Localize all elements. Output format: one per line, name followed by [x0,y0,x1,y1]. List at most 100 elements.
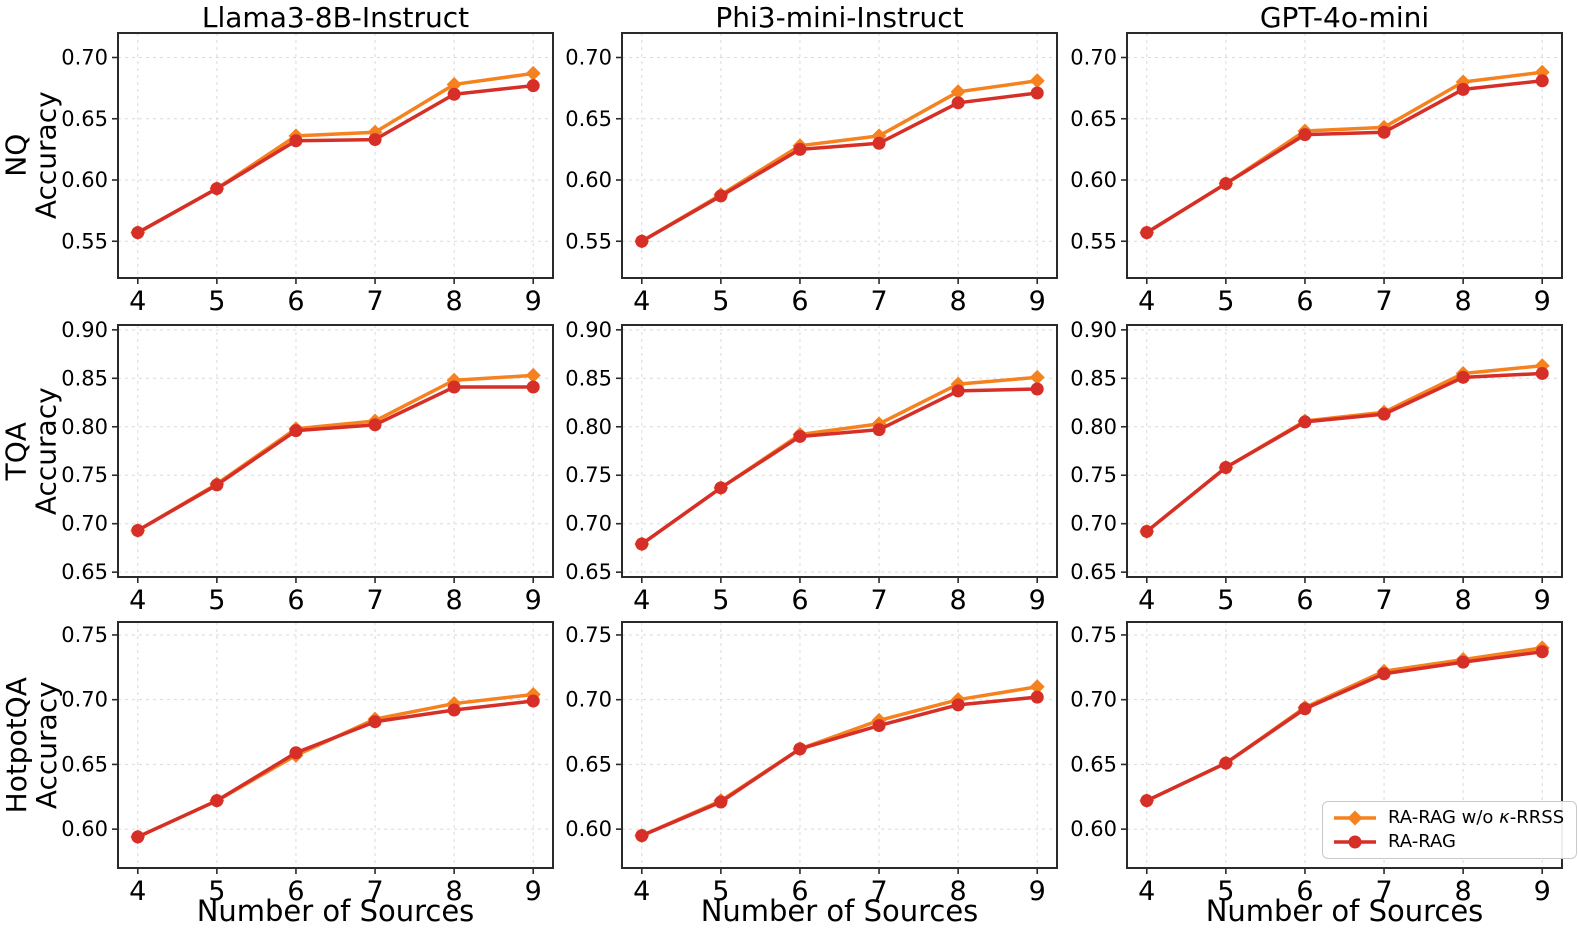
svg-text:7: 7 [870,585,887,616]
svg-text:0.75: 0.75 [565,623,612,647]
legend-item-rarag-wo-rrss: RA-RAG w/o κ-RRSS [1331,807,1564,828]
legend-swatch-circle [1334,835,1376,848]
svg-text:5: 5 [1217,585,1234,616]
svg-text:9: 9 [525,876,542,907]
svg-text:0.70: 0.70 [1070,512,1117,536]
svg-text:4: 4 [129,876,146,907]
svg-text:4: 4 [633,585,650,616]
svg-text:0.65: 0.65 [61,107,108,131]
svg-text:0.80: 0.80 [1070,415,1117,439]
legend-label-rarag-wo-rrss: RA-RAG w/o κ-RRSS [1388,807,1565,828]
svg-text:9: 9 [1534,286,1551,317]
svg-text:4: 4 [1138,286,1155,317]
svg-text:0.65: 0.65 [565,107,612,131]
legend-item-rarag: RA-RAG [1331,831,1564,852]
svg-text:0.90: 0.90 [565,318,612,342]
svg-text:0.70: 0.70 [565,46,612,70]
svg-text:0.65: 0.65 [1070,752,1117,776]
row-dataset-nq: NQ [0,134,33,177]
column-title-gpt4o: GPT-4o-mini [1259,1,1430,34]
svg-text:7: 7 [1375,876,1392,907]
svg-text:9: 9 [1534,585,1551,616]
svg-text:0.85: 0.85 [565,366,612,390]
subplot-gpt4o-nq: 4 5 6 7 8 9 0.55 0.60 0.65 0.70 [1070,32,1563,317]
svg-text:0.60: 0.60 [61,817,108,841]
svg-text:8: 8 [446,876,463,907]
svg-text:0.70: 0.70 [565,688,612,712]
svg-text:5: 5 [712,876,729,907]
svg-text:7: 7 [870,286,887,317]
column-title-phi3: Phi3-mini-Instruct [715,1,964,34]
svg-text:8: 8 [1455,876,1472,907]
row-dataset-tqa: TQA [0,421,33,481]
column-title-llama3: Llama3-8B-Instruct [201,1,470,34]
svg-text:0.70: 0.70 [565,512,612,536]
svg-text:0.55: 0.55 [1070,229,1117,253]
svg-text:8: 8 [1455,585,1472,616]
svg-text:0.55: 0.55 [61,229,108,253]
svg-text:8: 8 [950,286,967,317]
x-axis-label-col1: Number of Sources [196,894,475,928]
svg-text:0.75: 0.75 [61,463,108,487]
svg-text:0.90: 0.90 [1070,318,1117,342]
svg-text:5: 5 [1217,876,1234,907]
svg-text:9: 9 [525,585,542,616]
svg-text:0.60: 0.60 [565,168,612,192]
subplot-phi3-nq: 4 5 6 7 8 9 0.55 0.60 0.65 0.70 [565,32,1058,317]
svg-text:0.85: 0.85 [1070,366,1117,390]
svg-text:0.75: 0.75 [1070,463,1117,487]
svg-text:8: 8 [950,876,967,907]
subplot-llama3-hotpotqa: 4 5 6 7 8 9 0.60 0.65 0.70 0.75 [61,621,554,907]
svg-text:6: 6 [287,585,304,616]
svg-text:9: 9 [1029,585,1046,616]
svg-text:6: 6 [791,876,808,907]
svg-text:7: 7 [366,585,383,616]
svg-text:4: 4 [633,286,650,317]
svg-text:4: 4 [633,876,650,907]
svg-text:7: 7 [870,876,887,907]
svg-text:7: 7 [366,876,383,907]
svg-text:8: 8 [1455,286,1472,317]
svg-text:9: 9 [1534,876,1551,907]
svg-text:4: 4 [1138,876,1155,907]
subplot-llama3-tqa: 4 5 6 7 8 9 0.65 0.70 0.75 0.80 0.85 0.90 [61,318,554,616]
svg-text:0.65: 0.65 [565,752,612,776]
subplot-phi3-hotpotqa: 4 5 6 7 8 9 0.60 0.65 0.70 0.75 [565,621,1058,907]
svg-text:6: 6 [1296,286,1313,317]
svg-text:6: 6 [791,585,808,616]
svg-text:8: 8 [446,286,463,317]
svg-text:0.60: 0.60 [565,817,612,841]
svg-text:8: 8 [446,585,463,616]
svg-text:0.80: 0.80 [61,415,108,439]
svg-text:0.70: 0.70 [1070,688,1117,712]
svg-text:5: 5 [1217,286,1234,317]
svg-text:9: 9 [1029,876,1046,907]
subplot-gpt4o-hotpotqa: 4 5 6 7 8 9 0.60 0.65 0.70 0.75 [1070,621,1563,907]
subplot-phi3-tqa: 4 5 6 7 8 9 0.65 0.70 0.75 0.80 0.85 0.90 [565,318,1058,616]
svg-text:6: 6 [287,876,304,907]
svg-text:0.80: 0.80 [565,415,612,439]
legend: RA-RAG w/o κ-RRSS RA-RAG [1322,801,1578,859]
svg-text:7: 7 [1375,286,1392,317]
svg-text:7: 7 [366,286,383,317]
svg-text:0.65: 0.65 [1070,560,1117,584]
x-axis-label-col3: Number of Sources [1205,894,1484,928]
svg-text:5: 5 [712,286,729,317]
svg-text:4: 4 [129,585,146,616]
svg-text:0.60: 0.60 [1070,168,1117,192]
svg-text:0.70: 0.70 [1070,46,1117,70]
svg-text:5: 5 [208,286,225,317]
svg-text:0.90: 0.90 [61,318,108,342]
svg-text:0.65: 0.65 [61,752,108,776]
svg-text:6: 6 [791,286,808,317]
svg-text:0.75: 0.75 [61,623,108,647]
svg-text:0.75: 0.75 [1070,623,1117,647]
svg-text:0.65: 0.65 [1070,107,1117,131]
svg-text:9: 9 [525,286,542,317]
svg-text:6: 6 [1296,585,1313,616]
svg-text:0.70: 0.70 [61,512,108,536]
svg-text:5: 5 [208,585,225,616]
svg-text:4: 4 [1138,585,1155,616]
svg-text:0.55: 0.55 [565,229,612,253]
